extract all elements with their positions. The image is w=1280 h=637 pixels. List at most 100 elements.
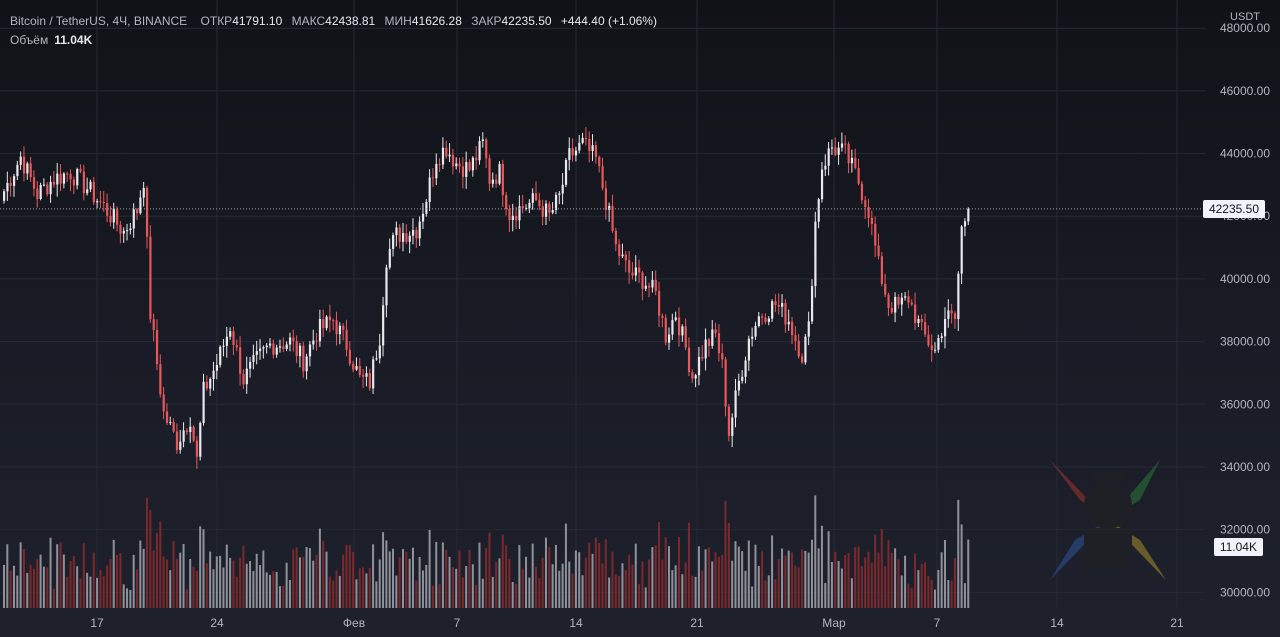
- candle-body: [415, 230, 418, 239]
- candle-body: [950, 310, 953, 314]
- currency-label[interactable]: USDT: [1230, 11, 1260, 23]
- volume-bar: [957, 499, 960, 608]
- candle-body: [830, 147, 834, 149]
- candle-body: [86, 189, 89, 194]
- candle-body: [757, 316, 760, 326]
- candle-body: [561, 184, 564, 194]
- y-tick-label: 40000.00: [1220, 272, 1270, 286]
- candle-body: [56, 173, 59, 185]
- candle-body: [322, 318, 325, 329]
- volume-bar: [515, 583, 518, 608]
- candle-body: [132, 209, 135, 229]
- candle-body: [731, 417, 734, 436]
- volume-bar: [485, 548, 488, 608]
- volume-bar: [867, 551, 870, 608]
- volume-bar: [568, 561, 571, 608]
- volume-bar: [834, 551, 837, 608]
- volume-bar: [12, 565, 15, 608]
- candle-body: [481, 139, 484, 141]
- volume-bar: [664, 537, 667, 608]
- candle-body: [638, 267, 641, 273]
- volume-bar: [840, 568, 843, 608]
- volume-bar: [578, 552, 581, 608]
- candle-body: [109, 215, 112, 223]
- volume-bar: [242, 545, 245, 608]
- volume-bar: [441, 542, 444, 608]
- volume-bar: [162, 556, 165, 608]
- volume-bar: [421, 570, 424, 608]
- last-price-tag: 42235.50: [1202, 199, 1265, 218]
- price-axis[interactable]: 30000.00 32000.00 34000.00 36000.00 38000.00…: [1220, 21, 1270, 599]
- volume-bar: [445, 549, 448, 608]
- volume-bar: [149, 509, 152, 608]
- volume-bar: [119, 552, 122, 608]
- candle-body: [355, 366, 358, 370]
- volume-bar: [468, 549, 471, 608]
- symbol-label[interactable]: Bitcoin / TetherUS, 4Ч, BINANCE: [10, 14, 188, 28]
- candle-body: [774, 301, 777, 305]
- volume-bar: [375, 581, 378, 608]
- volume-bar: [874, 534, 877, 608]
- volume-bar: [3, 564, 5, 608]
- volume-bar: [677, 537, 680, 608]
- time-axis[interactable]: 17 24 Фев 7 14 21 Мар 7 14 21: [90, 616, 1184, 630]
- candle-body: [874, 223, 877, 246]
- volume-bar: [116, 554, 119, 608]
- candle-body: [245, 368, 248, 385]
- candle-body: [288, 337, 292, 345]
- volume-bar: [767, 575, 770, 608]
- volume-bar: [112, 539, 115, 608]
- volume-bar: [937, 569, 940, 608]
- candle-body: [425, 201, 428, 214]
- candle-body: [611, 205, 614, 231]
- volume-bar: [691, 575, 694, 608]
- candle-body: [199, 423, 202, 457]
- volume-bar: [880, 528, 883, 608]
- candle-body: [278, 346, 282, 348]
- candle-body: [122, 230, 125, 234]
- candle-body: [485, 139, 488, 159]
- close-label: ЗАКР: [471, 14, 502, 28]
- candle-body: [315, 340, 318, 342]
- candle-body: [648, 285, 651, 288]
- volume-bar: [355, 579, 358, 608]
- candle-body: [49, 181, 52, 195]
- volume-bar: [46, 567, 49, 608]
- volume-bar: [588, 542, 591, 608]
- volume-label[interactable]: Объём: [10, 33, 49, 47]
- candle-body: [239, 347, 242, 374]
- volume-bar: [654, 545, 657, 608]
- volume-bar: [478, 542, 481, 608]
- candle-body: [508, 209, 511, 220]
- candle-body: [734, 390, 737, 418]
- volume-bar: [827, 531, 830, 608]
- candle-body: [491, 179, 494, 184]
- candle-body: [106, 203, 109, 216]
- volume-bar: [741, 551, 744, 608]
- volume-bar: [305, 546, 308, 608]
- candle-body: [584, 137, 588, 139]
- volume-bar: [884, 566, 887, 608]
- volume-bar: [52, 588, 55, 608]
- candle-body: [475, 157, 478, 161]
- volume-bar: [302, 556, 305, 608]
- candle-body: [205, 381, 209, 389]
- volume-bar: [132, 554, 135, 608]
- low-value: 41626.28: [411, 14, 462, 28]
- candle-body: [62, 173, 66, 184]
- candle-body: [677, 317, 681, 336]
- candle-body: [807, 321, 810, 337]
- candle-body: [66, 173, 69, 175]
- volume-bar: [428, 529, 431, 608]
- candle-body: [661, 315, 664, 318]
- volume-bar: [209, 551, 212, 608]
- candle-body: [658, 291, 661, 316]
- volume-bar: [259, 565, 262, 608]
- candle-body: [834, 147, 837, 155]
- volume-bar: [358, 568, 361, 608]
- volume-bar: [914, 553, 917, 608]
- candle-body: [957, 273, 960, 320]
- volume-bar: [501, 534, 504, 608]
